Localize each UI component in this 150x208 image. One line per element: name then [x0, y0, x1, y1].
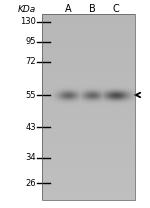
Text: 95: 95 [26, 37, 36, 47]
Text: KDa: KDa [18, 5, 36, 14]
Bar [42, 14, 135, 200]
Text: 130: 130 [20, 17, 36, 26]
Text: 43: 43 [25, 123, 36, 131]
Text: 34: 34 [25, 154, 36, 162]
Text: 72: 72 [25, 57, 36, 67]
Text: B: B [89, 4, 95, 14]
Text: A: A [65, 4, 71, 14]
Text: 55: 55 [26, 90, 36, 99]
Text: 26: 26 [25, 178, 36, 187]
Text: C: C [113, 4, 119, 14]
